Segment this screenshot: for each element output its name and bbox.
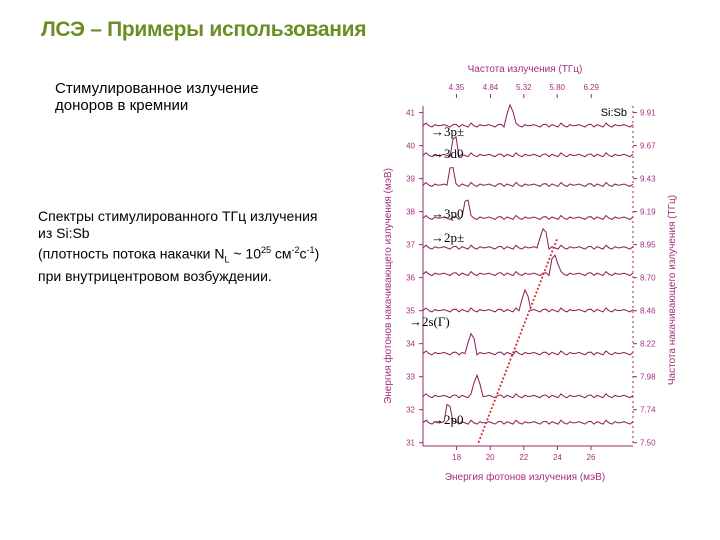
transition-label: →3d0: [431, 146, 464, 161]
left-tick-label: 39: [406, 175, 415, 184]
left-tick-label: 35: [406, 307, 415, 316]
right-tick-label: 8.70: [640, 274, 656, 283]
spectrum-trace: [422, 403, 634, 425]
spectrum-trace: [422, 254, 634, 277]
bottom-tick-label: 24: [553, 453, 562, 462]
top-tick-label: 6.29: [583, 83, 599, 92]
transition-label: →3p±: [431, 124, 464, 139]
spectra-chart: Частота излучения (ТГц) Si:Sb Энергия фо…: [375, 58, 680, 490]
subtitle-line: доноров в кремнии: [55, 97, 189, 114]
desc-line: при внутрицентровом возбуждении.: [38, 268, 272, 285]
left-tick-label: 37: [406, 241, 415, 250]
tuning-diagonal: [477, 237, 559, 444]
right-tick-label: 7.98: [640, 373, 656, 382]
subtitle-line: Стимулированное излучение: [55, 80, 259, 97]
right-tick-label: 8.46: [640, 307, 656, 316]
spectrum-trace: [422, 373, 634, 399]
left-tick-label: 36: [406, 274, 415, 283]
transition-label: →3p0: [431, 206, 464, 221]
left-axis-label: Энергия фотонов накачивающего излучения …: [382, 168, 394, 404]
bottom-tick-label: 26: [587, 453, 596, 462]
spectrum-trace: [422, 199, 634, 221]
top-tick-label: 5.80: [549, 83, 565, 92]
spectrum-trace: [422, 103, 634, 128]
right-tick-label: 9.67: [640, 142, 656, 151]
right-axis-label: Частота накачивающего излучения (ТГц): [667, 195, 678, 385]
top-tick-label: 4.84: [483, 83, 499, 92]
right-tick-label: 9.43: [640, 175, 656, 184]
spectrum-trace: [422, 135, 634, 158]
transition-label: →2p0: [431, 412, 464, 427]
left-tick-label: 34: [406, 340, 415, 349]
left-tick-label: 41: [406, 109, 415, 118]
desc-line: Спектры стимулированного ТГц излучения: [38, 208, 318, 224]
top-axis-label: Частота излучения (ТГц): [468, 64, 583, 75]
slide-title: ЛСЭ – Примеры использования: [41, 18, 367, 41]
top-tick-label: 4.35: [449, 83, 465, 92]
spectrum-trace: [422, 332, 634, 356]
left-tick-label: 32: [406, 406, 415, 415]
transition-label: →2s(Γ): [409, 314, 450, 329]
right-tick-label: 8.22: [640, 340, 656, 349]
transition-label: →2p±: [431, 230, 464, 245]
right-tick-label: 9.91: [640, 109, 656, 118]
desc-line: (плотность потока накачки NL ~ 1025 см-2…: [38, 245, 320, 265]
spectra-chart-svg: Частота излучения (ТГц) Si:Sb Энергия фо…: [382, 64, 678, 483]
spectrum-trace: [422, 227, 634, 251]
figure-description: Спектры стимулированного ТГц излучения и…: [38, 208, 378, 285]
right-tick-label: 7.74: [640, 406, 656, 415]
bottom-tick-label: 18: [452, 453, 461, 462]
desc-line: из Si:Sb: [38, 225, 90, 241]
bottom-tick-label: 22: [519, 453, 528, 462]
bottom-tick-label: 20: [486, 453, 495, 462]
left-tick-label: 38: [406, 208, 415, 217]
left-tick-label: 40: [406, 142, 415, 151]
right-tick-label: 8.95: [640, 241, 656, 250]
spectrum-trace: [422, 288, 634, 313]
right-tick-label: 9.19: [640, 208, 656, 217]
left-tick-label: 33: [406, 373, 415, 382]
sample-label: Si:Sb: [601, 107, 627, 119]
top-tick-label: 5.32: [516, 83, 532, 92]
bottom-axis-label: Энергия фотонов излучения (мэВ): [445, 471, 605, 483]
spectrum-trace: [422, 166, 634, 188]
right-tick-label: 7.50: [640, 439, 656, 448]
left-tick-label: 31: [406, 439, 415, 448]
slide-subtitle: Стимулированное излучение доноров в крем…: [55, 80, 355, 114]
